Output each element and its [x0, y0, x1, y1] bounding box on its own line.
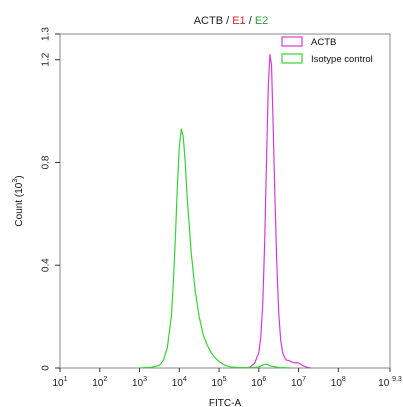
series-line-isotype-control: [139, 128, 291, 369]
x-tick-label: 102: [92, 376, 107, 389]
title-part-2: E1: [232, 15, 245, 27]
legend-label: Isotype control: [311, 54, 373, 65]
y-axis: 0 0.4 0.8 1.2 1.3: [41, 27, 60, 371]
y-tick-label: 0: [41, 365, 52, 371]
x-tick-label: 104: [172, 376, 187, 389]
x-tick-label: 10 9.3: [378, 376, 402, 389]
title-part-4: E2: [255, 15, 268, 27]
series-layer: [139, 53, 311, 369]
series-line-actb: [246, 53, 311, 369]
y-tick-label: 0.4: [41, 258, 52, 272]
x-tick-label: 101: [52, 376, 67, 389]
chart-title: ACTB / E1 / E2: [194, 15, 269, 27]
legend-swatch: [281, 53, 303, 64]
plot-frame: [59, 33, 391, 369]
legend: ACTB Isotype control: [281, 36, 373, 65]
x-tick-label: 107: [291, 376, 306, 389]
x-tick-label: 105: [212, 376, 227, 389]
x-axis: 101 102 103 104 105 106 107 108 10 9.3: [52, 368, 402, 389]
x-tick-label: 103: [132, 376, 147, 389]
title-part-1: /: [223, 15, 232, 27]
title-part-3: /: [246, 15, 255, 27]
legend-label: ACTB: [311, 37, 336, 48]
y-tick-label: 1.2: [41, 52, 52, 66]
y-tick-label: 0.8: [41, 155, 52, 169]
x-tick-label: 106: [251, 376, 266, 389]
legend-swatch: [281, 36, 303, 47]
x-tick-label: 108: [331, 376, 346, 389]
x-axis-label: FITC-A: [209, 398, 242, 407]
y-tick-label: 1.3: [41, 27, 52, 41]
title-part-0: ACTB: [194, 15, 223, 27]
y-axis-label: Count (103): [12, 175, 25, 226]
